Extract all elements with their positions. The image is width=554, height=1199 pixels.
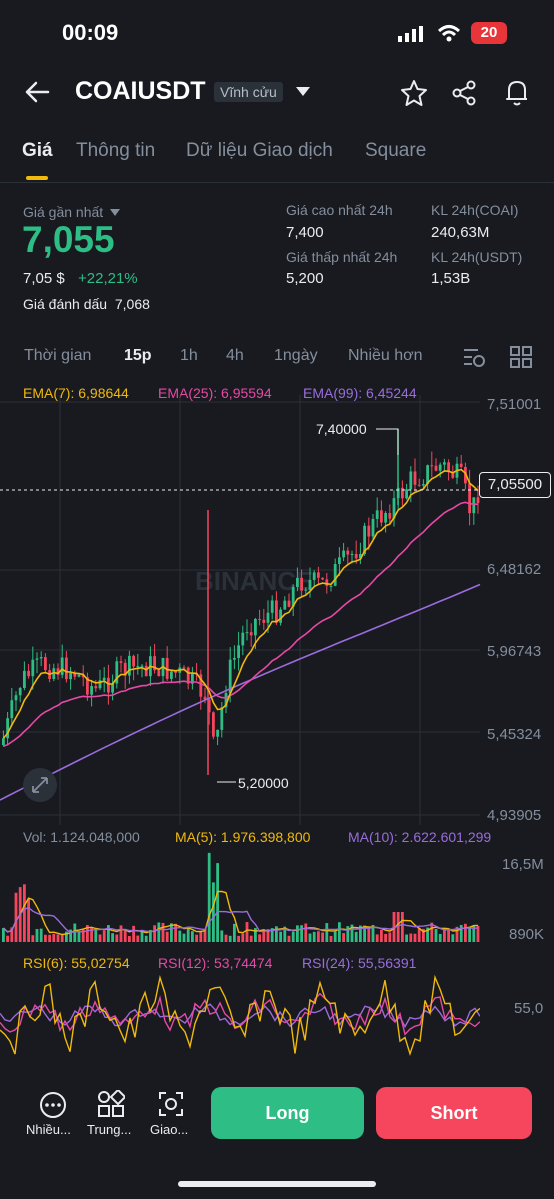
low-24h: 5,200	[286, 270, 324, 287]
timeframe-bar: Thời gian 15p 1h 4h 1ngày Nhiều hơn	[0, 345, 554, 371]
axis-label-4: 5,45324	[487, 726, 542, 743]
wifi-icon	[437, 25, 461, 42]
candlestick-chart[interactable]: BINANCE 7,40000 5,20000	[0, 395, 554, 825]
ema25-legend: EMA(25): 6,95594	[158, 385, 272, 401]
volume-legend: Vol: 1.124.048,000	[23, 829, 140, 845]
divider	[0, 182, 554, 183]
expand-icon	[32, 777, 48, 793]
trade-target-icon[interactable]	[156, 1089, 186, 1119]
main-tabs: Giá Thông tin Dữ liệu Giao dịch Square	[0, 140, 554, 172]
tf-15m[interactable]: 15p	[124, 347, 152, 364]
tf-time[interactable]: Thời gian	[24, 347, 92, 364]
vol-coai: 240,63M	[431, 224, 490, 241]
tab-square[interactable]: Square	[365, 140, 427, 161]
high-24h: 7,400	[286, 224, 324, 241]
signal-icon	[398, 26, 423, 42]
more-label[interactable]: Nhiều...	[26, 1122, 71, 1137]
share-icon[interactable]	[451, 79, 479, 107]
ema25-line	[3, 501, 479, 748]
mark-price: 7,068	[114, 296, 150, 312]
grid-shapes-icon[interactable]	[97, 1090, 125, 1118]
ema7-legend: EMA(7): 6,98644	[23, 385, 129, 401]
tf-1h[interactable]: 1h	[180, 347, 198, 364]
star-icon[interactable]	[400, 79, 428, 107]
tab-info[interactable]: Thông tin	[76, 140, 156, 161]
vol-usdt: 1,53B	[431, 270, 471, 287]
perpetual-badge: Vĩnh cửu	[214, 82, 283, 102]
rsi-axis: 55,0	[514, 1000, 544, 1017]
indicator-settings-icon[interactable]	[462, 345, 486, 369]
mark-price-row: Giá đánh dấu 7,068	[23, 296, 150, 312]
battery-indicator: 20	[471, 22, 507, 44]
rsi6-legend: RSI(6): 55,02754	[23, 955, 130, 971]
caret-down-icon	[110, 209, 121, 216]
axis-label-3: 5,96743	[487, 643, 542, 660]
axis-label-1: 7,51001	[487, 396, 542, 413]
ema7-line	[2, 468, 479, 739]
volume-ma5: MA(5): 1.976.398,800	[175, 829, 311, 845]
middle-label[interactable]: Trung...	[87, 1122, 132, 1137]
high-marker-label: 7,40000	[316, 421, 367, 437]
mark-price-label: Giá đánh dấu	[23, 296, 108, 312]
price-change: +22,21%	[78, 270, 138, 287]
high-marker-line	[376, 428, 399, 455]
long-button[interactable]: Long	[211, 1087, 364, 1139]
usd-price: 7,05 $	[23, 270, 65, 287]
low-marker-label: 5,20000	[238, 775, 289, 791]
ema99-legend: EMA(99): 6,45244	[303, 385, 417, 401]
tf-1d[interactable]: 1ngày	[274, 347, 318, 364]
low-24h-label: Giá thấp nhất 24h	[286, 249, 398, 265]
volume-chart	[2, 852, 480, 942]
more-icon[interactable]	[38, 1090, 68, 1120]
layout-grid-icon[interactable]	[510, 346, 532, 368]
tab-price[interactable]: Giá	[22, 140, 53, 161]
ema99-line	[0, 583, 481, 801]
home-indicator	[178, 1181, 376, 1187]
high-24h-label: Giá cao nhất 24h	[286, 202, 393, 218]
last-price: 7,055	[22, 219, 115, 260]
tab-trading-data[interactable]: Dữ liệu Giao dịch	[186, 140, 333, 161]
symbol-title[interactable]: COAIUSDT	[75, 77, 206, 105]
axis-label-5: 4,93905	[487, 807, 542, 824]
caret-down-icon[interactable]	[295, 86, 311, 98]
active-tab-indicator	[26, 176, 48, 180]
rsi24-legend: RSI(24): 55,56391	[302, 955, 417, 971]
volume-axis-bottom: 890K	[509, 926, 545, 943]
last-price-label[interactable]: Giá gần nhất	[23, 204, 121, 220]
short-button[interactable]: Short	[376, 1087, 532, 1139]
current-price-tag[interactable]: 7,05500	[479, 472, 551, 498]
vol-usdt-label: KL 24h(USDT)	[431, 249, 523, 265]
binance-watermark: BINANCE	[195, 566, 313, 596]
status-time: 00:09	[62, 20, 119, 45]
bell-icon[interactable]	[503, 78, 531, 108]
tf-4h[interactable]: 4h	[226, 347, 244, 364]
axis-label-2: 6,48162	[487, 561, 542, 578]
tf-more[interactable]: Nhiều hơn	[348, 347, 423, 364]
back-arrow-icon[interactable]	[24, 80, 50, 104]
volume-ma10: MA(10): 2.622.601,299	[348, 829, 492, 845]
vol-coai-label: KL 24h(COAI)	[431, 202, 519, 218]
volume-axis-top: 16,5M	[502, 856, 544, 873]
rsi-chart	[0, 974, 480, 1056]
trade-label[interactable]: Giao...	[150, 1122, 189, 1137]
rsi12-legend: RSI(12): 53,74474	[158, 955, 273, 971]
